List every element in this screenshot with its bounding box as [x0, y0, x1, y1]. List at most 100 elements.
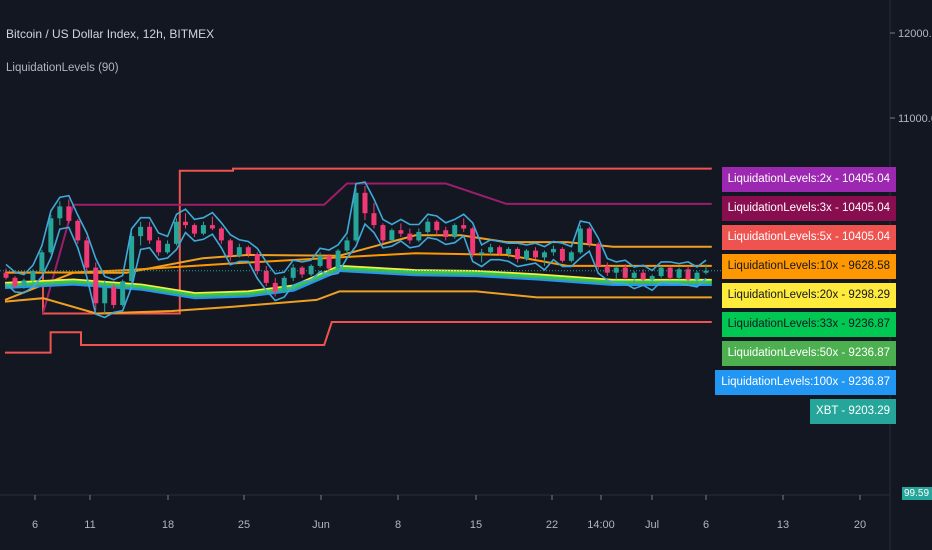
legend-tag: LiquidationLevels:2x - 10405.04	[721, 167, 896, 192]
legend-tag: LiquidationLevels:50x - 9236.87	[721, 341, 896, 366]
candle-body	[21, 280, 27, 287]
x-tick-label: Jul	[645, 519, 659, 531]
legend-tag: LiquidationLevels:10x - 9628.58	[721, 254, 896, 279]
candle-body	[434, 221, 440, 231]
candle-body	[102, 287, 108, 304]
legend-tag: LiquidationLevels:20x - 9298.29	[721, 283, 896, 308]
candle-body	[497, 247, 503, 254]
candle-body	[506, 248, 512, 254]
x-tick-label: 11	[84, 519, 95, 531]
candle-body	[138, 226, 144, 237]
candle-body	[290, 267, 296, 278]
candle-body	[254, 254, 260, 271]
x-tick-label: 18	[162, 519, 174, 531]
candle-body	[317, 255, 323, 266]
candle-body	[380, 225, 386, 241]
x-tick-label: 25	[238, 519, 250, 531]
x-tick-label: 20	[854, 519, 866, 531]
candle-body	[622, 267, 628, 278]
band-upper	[5, 181, 707, 281]
legend-tag: LiquidationLevels:3x - 10405.04	[721, 196, 896, 221]
candle-body	[147, 226, 153, 241]
candle-body	[75, 220, 81, 241]
candle-body	[443, 230, 449, 237]
legend-tag: LiquidationLevels:5x - 10405.04	[721, 225, 896, 250]
candle-body	[452, 225, 458, 237]
candle-body	[676, 269, 682, 278]
candle-body	[586, 228, 592, 244]
candle-body	[550, 248, 556, 253]
candle-body	[559, 248, 565, 261]
candle-body	[84, 240, 90, 268]
series-liquidationlevels-10x	[5, 252, 712, 274]
candle-body	[479, 252, 485, 254]
candle-body	[595, 243, 601, 266]
candle-body	[685, 269, 691, 280]
candle-body	[344, 240, 350, 251]
indicator-label[interactable]: LiquidationLevels (90)	[6, 62, 119, 74]
candle-body	[218, 228, 224, 241]
candle-body	[362, 192, 368, 214]
candle-body	[398, 230, 404, 234]
candle-body	[182, 221, 188, 226]
x-tick-label: 14:00	[587, 519, 615, 531]
candle-body	[613, 267, 619, 273]
x-tick-label: 6	[703, 519, 709, 531]
candle-body	[541, 252, 547, 258]
candle-body	[640, 272, 646, 280]
band-lower	[5, 222, 707, 319]
series-lower-2x	[5, 321, 712, 354]
candle-body	[532, 250, 538, 258]
candle-body	[694, 272, 700, 280]
candle-body	[3, 272, 9, 278]
series-lower-5x	[4, 290, 712, 315]
candle-body	[470, 228, 476, 254]
candle-body	[272, 282, 278, 292]
candle-body	[57, 206, 63, 219]
candle-body	[389, 230, 395, 241]
candle-body	[93, 267, 99, 304]
candle-body	[335, 250, 341, 269]
candle-body	[12, 277, 18, 287]
candle-body	[515, 248, 521, 260]
legend-tag: LiquidationLevels:100x - 9236.87	[715, 370, 896, 395]
chart-title: Bitcoin / US Dollar Index, 12h, BITMEX	[6, 27, 215, 41]
x-tick-label: 22	[546, 519, 558, 531]
candle-body	[568, 252, 574, 261]
candle-body	[488, 247, 494, 253]
candle-body	[658, 267, 664, 277]
series-liquidationlevels-5x	[4, 234, 712, 301]
x-tick-label: 13	[777, 519, 789, 531]
candle-body	[649, 276, 655, 280]
x-tick-label: 15	[470, 519, 482, 531]
candle-body	[120, 281, 126, 305]
candle-body	[577, 228, 583, 253]
candle-body	[371, 213, 377, 226]
y-tick-label: 11000.00	[898, 113, 932, 125]
candle-body	[200, 225, 206, 234]
candle-body	[308, 265, 314, 275]
candle-body	[129, 236, 135, 282]
candle-body	[326, 255, 332, 269]
candle-body	[227, 240, 233, 256]
candle-body	[416, 231, 422, 241]
candle-body	[407, 233, 413, 241]
legend-tag: XBT - 9203.29	[810, 399, 896, 424]
candle-body	[461, 225, 467, 229]
candle-body	[209, 225, 215, 229]
candle-body	[174, 221, 180, 244]
candle-body	[165, 243, 171, 253]
candle-body	[281, 277, 287, 292]
candle-body	[263, 271, 269, 283]
candle-body	[191, 225, 197, 234]
candle-body	[604, 265, 610, 273]
candle-body	[236, 247, 242, 256]
candle-body	[524, 250, 530, 260]
partial-price-tag: 99.59	[902, 487, 932, 500]
candle-body	[156, 240, 162, 253]
series-liquidationlevels-50x	[4, 268, 712, 298]
candle-body	[703, 270, 709, 273]
candle-body	[299, 267, 305, 275]
x-tick-label: 8	[395, 519, 401, 531]
y-tick-label: 12000.00	[898, 28, 932, 40]
